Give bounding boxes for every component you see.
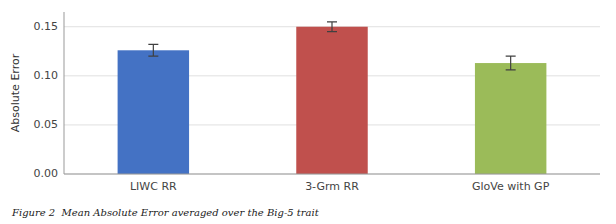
y-tick-label: 0.15: [34, 20, 59, 33]
marks: [118, 22, 547, 174]
error-bar: [506, 56, 516, 70]
caption: Figure 2 Mean Absolute Error averaged ov…: [11, 207, 320, 218]
grid: [64, 27, 600, 174]
y-ticks: 0.00 0.05 0.10 0.15: [34, 20, 59, 180]
y-axis-line: [64, 12, 65, 174]
error-bar: [327, 22, 337, 32]
y-tick-label: 0.00: [34, 167, 59, 180]
chart-container: 0.00 0.05 0.10 0.15 LIWC RR 3-Grm RR GloVe wit…: [0, 0, 616, 224]
error-bar-path: [148, 44, 158, 56]
grid-line: [64, 174, 600, 175]
bar: [475, 63, 546, 174]
y-tick-label: 0.05: [34, 118, 59, 131]
y-tick-label: 0.10: [34, 69, 59, 82]
error-bar: [148, 44, 158, 56]
error-bar-path: [506, 56, 516, 70]
x-tick-label: 3-Grm RR: [305, 180, 359, 193]
error-bar-path: [327, 22, 337, 32]
x-tick-label: LIWC RR: [130, 180, 177, 193]
bar: [118, 50, 189, 174]
x-axis-line: [64, 174, 600, 175]
x-tick-label: GloVe with GP: [472, 180, 550, 193]
y-axis-label: Absolute Error: [9, 53, 22, 132]
bar: [296, 27, 367, 174]
chart: 0.00 0.05 0.10 0.15 LIWC RR 3-Grm RR GloVe wit…: [0, 0, 616, 224]
x-ticks: LIWC RR 3-Grm RR GloVe with GP: [130, 180, 550, 193]
